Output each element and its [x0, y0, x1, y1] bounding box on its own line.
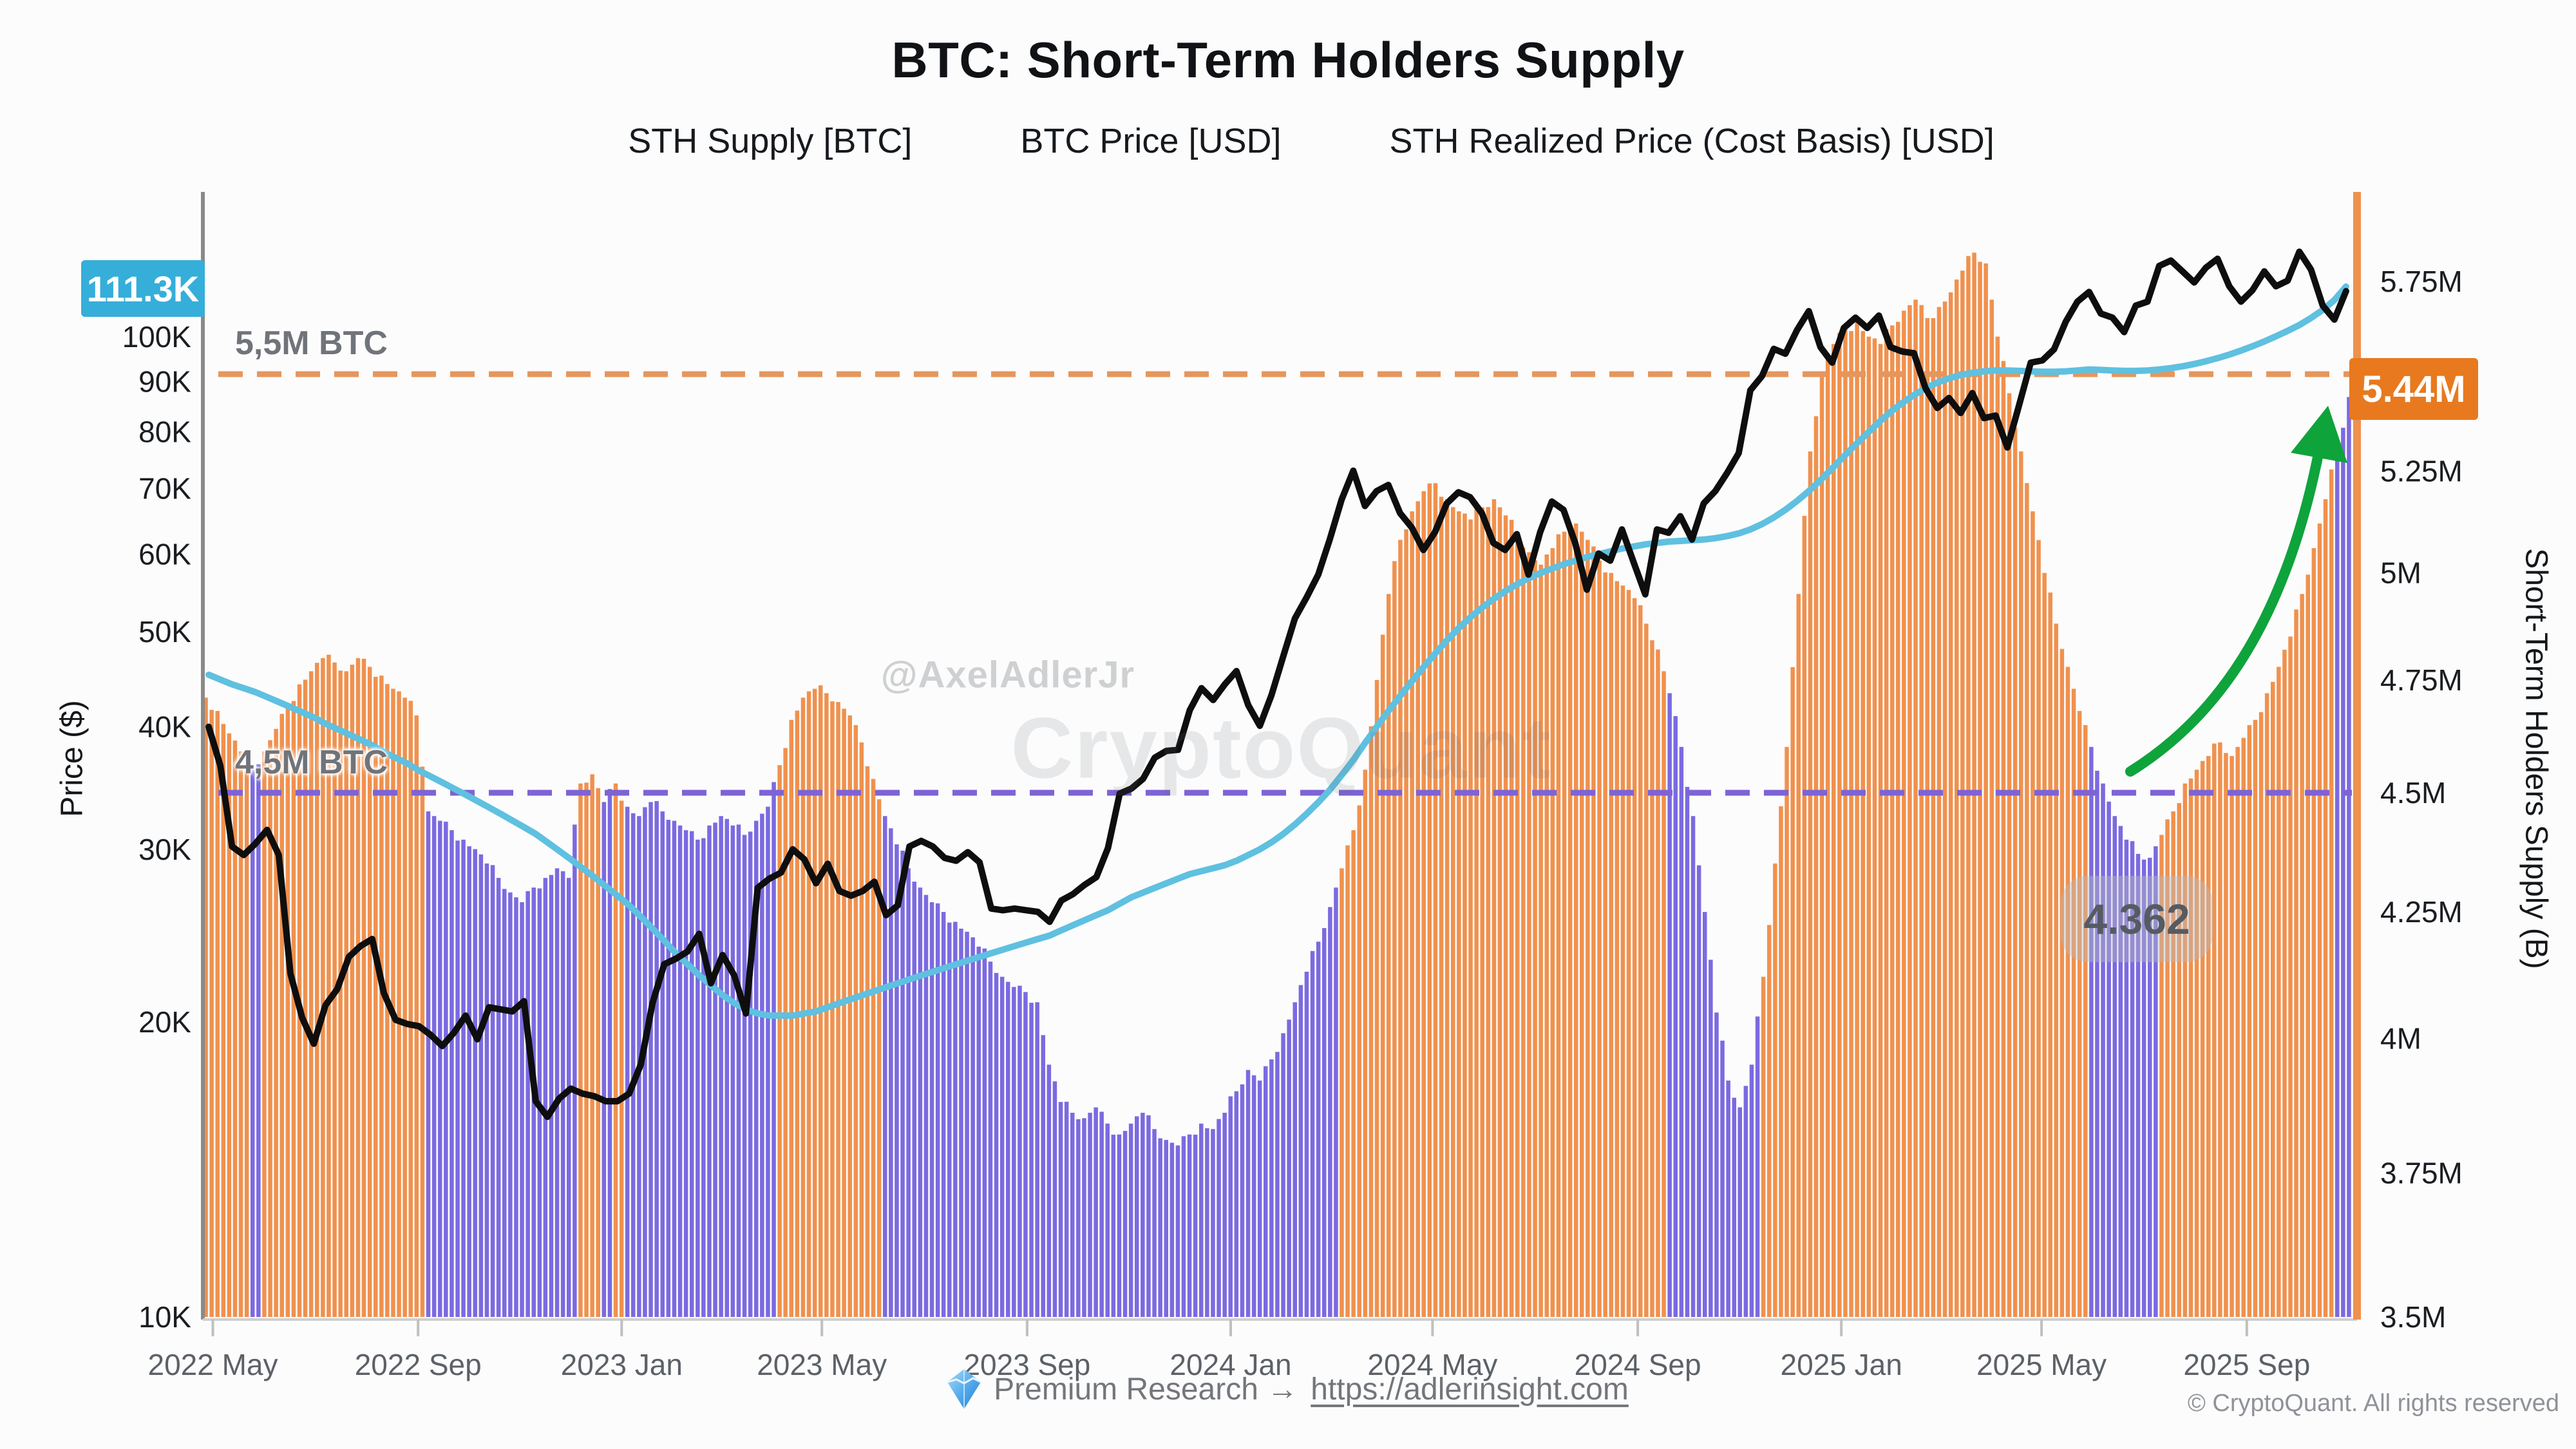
svg-text:2024 Sep: 2024 Sep	[1575, 1348, 1701, 1381]
svg-text:20K: 20K	[138, 1005, 191, 1039]
svg-text:5.75M: 5.75M	[2380, 265, 2463, 298]
svg-text:2024 May: 2024 May	[1367, 1348, 1497, 1381]
svg-text:4.25M: 4.25M	[2380, 895, 2463, 929]
svg-text:3.75M: 3.75M	[2380, 1157, 2463, 1190]
svg-text:50K: 50K	[138, 615, 191, 649]
svg-text:80K: 80K	[138, 415, 191, 448]
svg-text:100K: 100K	[122, 320, 192, 354]
svg-text:2025 Sep: 2025 Sep	[2183, 1348, 2310, 1381]
footer-label: Premium Research →	[994, 1372, 1298, 1406]
svg-text:2024 Jan: 2024 Jan	[1170, 1348, 1291, 1381]
svg-text:2025 Jan: 2025 Jan	[1781, 1348, 1902, 1381]
legend: STH Supply [BTC] BTC Price [USD] STH Rea…	[0, 121, 2576, 161]
svg-text:2023 May: 2023 May	[757, 1348, 887, 1381]
svg-text:60K: 60K	[138, 538, 191, 571]
svg-text:30K: 30K	[138, 833, 191, 866]
svg-text:70K: 70K	[138, 472, 191, 506]
last-price-badge: 111.3K	[81, 260, 205, 317]
refline-label-5-5m: 5,5M BTC	[235, 325, 388, 362]
svg-text:5M: 5M	[2380, 556, 2421, 590]
footer-premium-research: Premium Research → https://adlerinsight.…	[0, 1369, 2576, 1409]
svg-text:2023 Sep: 2023 Sep	[963, 1348, 1090, 1381]
legend-label: STH Supply [BTC]	[628, 122, 913, 160]
svg-text:2022 Sep: 2022 Sep	[355, 1348, 482, 1381]
left-axis-title: Price ($)	[55, 700, 90, 817]
page-title: BTC: Short-Term Holders Supply	[891, 32, 1685, 88]
svg-text:90K: 90K	[138, 365, 191, 399]
right-axis-title: Short-Term Holders Supply (B)	[2519, 548, 2553, 969]
svg-text:4.75M: 4.75M	[2380, 663, 2463, 697]
legend-label: BTC Price [USD]	[1020, 122, 1282, 160]
diamond-gem-icon	[947, 1369, 981, 1409]
svg-text:3.5M: 3.5M	[2380, 1300, 2446, 1334]
min-supply-annotation: 4.362	[2061, 876, 2213, 962]
legend-label: STH Realized Price (Cost Basis) [USD]	[1389, 122, 1994, 160]
svg-text:5.25M: 5.25M	[2380, 455, 2463, 488]
svg-text:2025 May: 2025 May	[1976, 1348, 2107, 1381]
footer-link[interactable]: https://adlerinsight.com	[1311, 1372, 1629, 1406]
legend-item-sth-realized: STH Realized Price (Cost Basis) [USD]	[1329, 121, 1994, 161]
legend-item-btc-price: BTC Price [USD]	[960, 121, 1281, 161]
svg-text:4M: 4M	[2380, 1021, 2421, 1055]
legend-item-sth-supply: STH Supply [BTC]	[582, 121, 912, 161]
copyright-text: © CryptoQuant. All rights reserved	[2187, 1390, 2559, 1417]
svg-text:2023 Jan: 2023 Jan	[561, 1348, 683, 1381]
refline-label-4-5m: 4,5M BTC	[235, 744, 388, 781]
svg-text:10K: 10K	[138, 1300, 191, 1334]
svg-text:4.5M: 4.5M	[2380, 776, 2446, 810]
svg-text:40K: 40K	[138, 710, 191, 744]
last-supply-badge: 5.44M	[2349, 358, 2478, 420]
svg-text:2022 May: 2022 May	[147, 1348, 278, 1381]
